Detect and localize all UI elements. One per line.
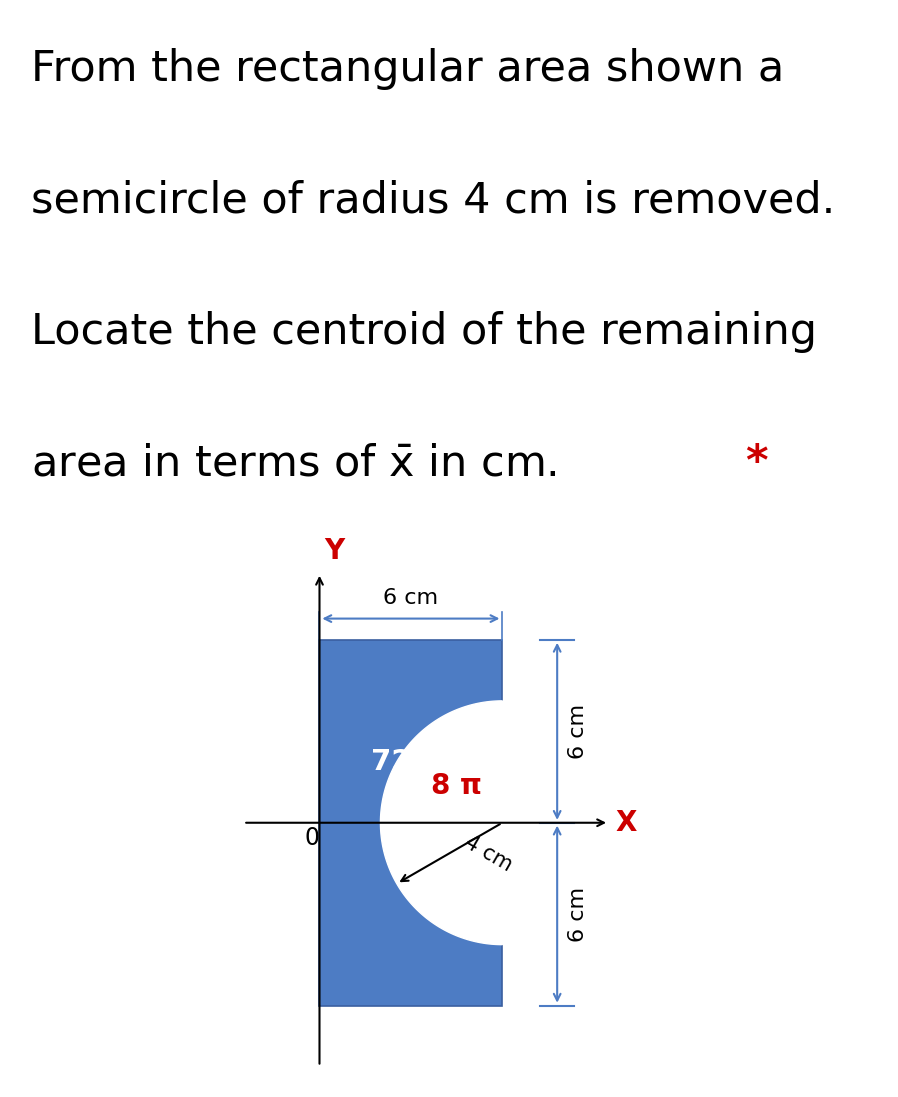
Polygon shape (381, 701, 502, 945)
Text: Locate the centroid of the remaining: Locate the centroid of the remaining (31, 310, 817, 353)
Text: 6 cm: 6 cm (568, 886, 588, 941)
Text: 6 cm: 6 cm (568, 704, 588, 759)
Bar (320, 640, 502, 1006)
Text: 72 cm²: 72 cm² (371, 748, 482, 776)
Text: semicircle of radius 4 cm is removed.: semicircle of radius 4 cm is removed. (31, 179, 836, 222)
Text: From the rectangular area shown a: From the rectangular area shown a (31, 47, 785, 90)
Text: 4 cm: 4 cm (461, 832, 515, 874)
Text: X: X (615, 808, 637, 837)
Text: 6 cm: 6 cm (383, 588, 438, 608)
Text: area in terms of $\mathregular{\bar{x}}$ in cm.: area in terms of $\mathregular{\bar{x}}$… (31, 442, 558, 485)
Text: *: * (745, 442, 768, 485)
Text: Y: Y (324, 538, 344, 565)
Text: 8 π: 8 π (431, 772, 482, 800)
Text: 0: 0 (304, 826, 320, 850)
